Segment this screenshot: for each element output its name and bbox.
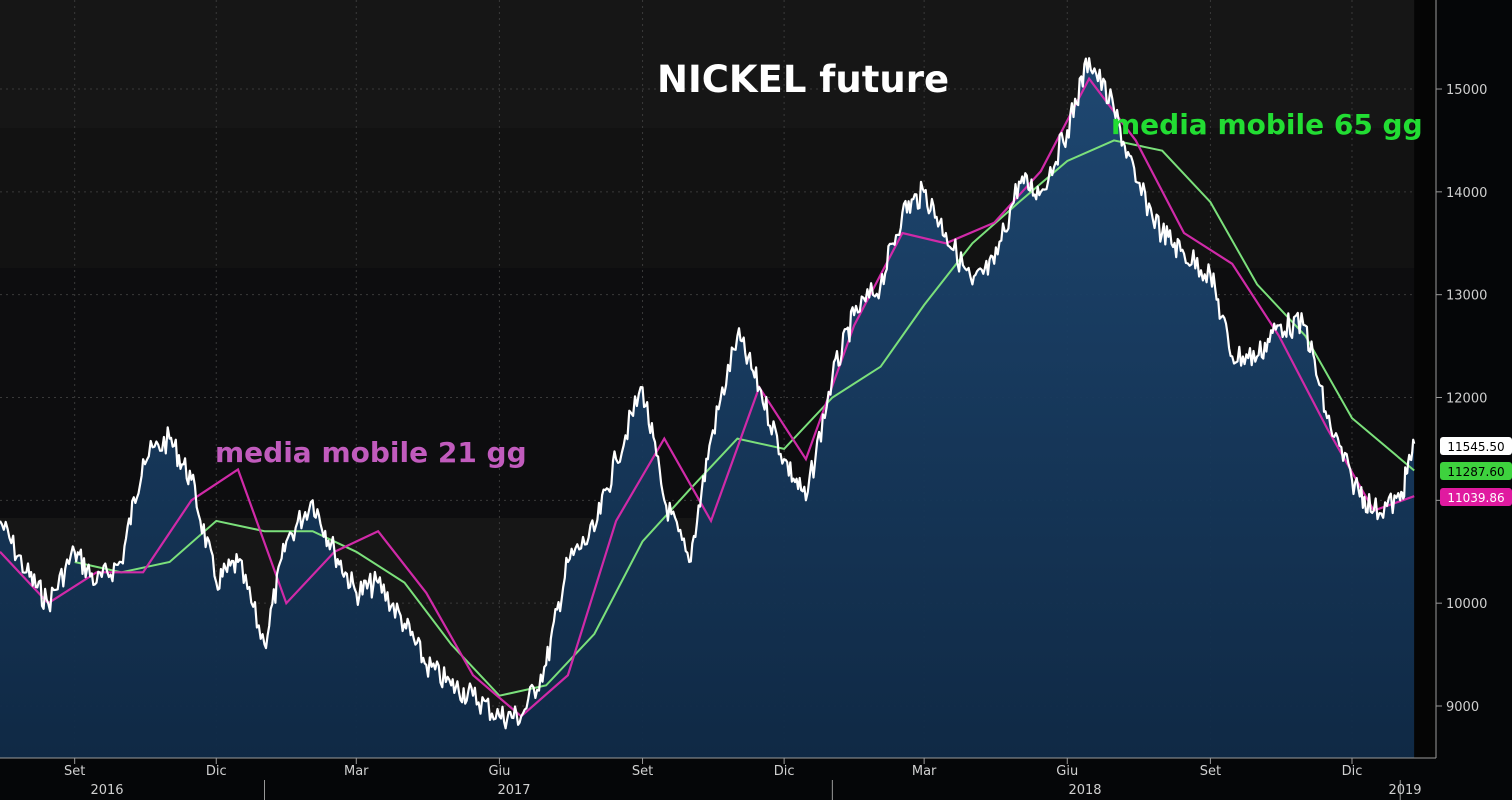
- y-tick-label: 10000: [1446, 597, 1487, 612]
- last-value-tag: [1440, 462, 1512, 480]
- y-tick-label: 13000: [1446, 289, 1487, 304]
- x-month-label: Mar: [912, 764, 937, 779]
- x-month-label: Set: [1200, 764, 1221, 779]
- last-value-label: 11039.86: [1447, 491, 1504, 505]
- future-blank: [1414, 0, 1436, 758]
- ma65-line: [74, 139, 1415, 697]
- x-month-label: Giu: [488, 764, 510, 779]
- x-month-label: Dic: [774, 764, 795, 779]
- x-year-label: 2018: [1068, 783, 1101, 798]
- plot-band: [0, 128, 1436, 268]
- price-area-fill: [0, 58, 1415, 758]
- last-value-label: 11545.50: [1447, 440, 1504, 454]
- x-year-label: 2016: [90, 783, 123, 798]
- chart-title: NICKEL future: [657, 58, 950, 101]
- y-tick-label: 15000: [1446, 83, 1487, 98]
- ma21-line: [0, 76, 1415, 718]
- x-year-label: 2017: [497, 783, 530, 798]
- y-tick-label: 14000: [1446, 186, 1487, 201]
- x-month-label: Set: [64, 764, 85, 779]
- last-value-tag: [1440, 437, 1512, 455]
- x-month-label: Mar: [344, 764, 369, 779]
- x-month-label: Dic: [206, 764, 227, 779]
- x-year-label: 2019: [1388, 783, 1421, 798]
- x-month-label: Dic: [1342, 764, 1363, 779]
- x-month-label: Set: [632, 764, 653, 779]
- x-month-label: Giu: [1056, 764, 1078, 779]
- y-tick-label: 12000: [1446, 392, 1487, 407]
- price-line: [0, 57, 1416, 730]
- y-tick-label: 9000: [1446, 700, 1479, 715]
- ma65-annotation: media mobile 65 gg: [1111, 108, 1423, 141]
- last-value-label: 11287.60: [1447, 465, 1504, 479]
- ma21-annotation: media mobile 21 gg: [215, 436, 527, 469]
- last-value-tag: [1440, 488, 1512, 506]
